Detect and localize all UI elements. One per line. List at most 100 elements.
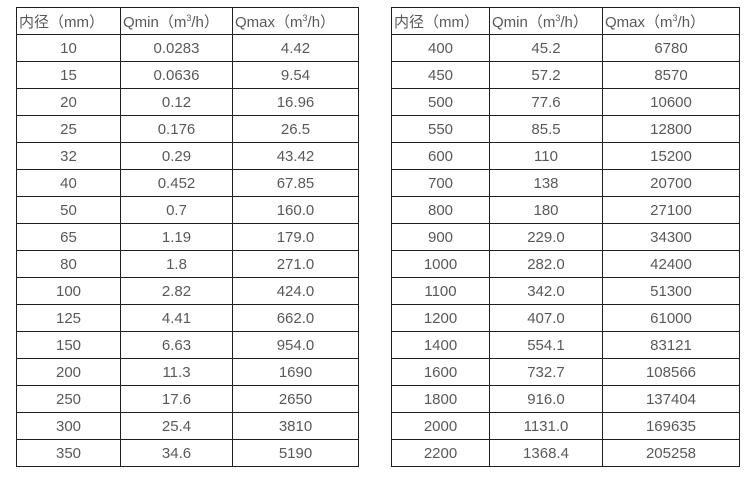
cell-diameter: 100 [16,277,121,305]
table-row: 1600 732.7 108566 [391,358,740,386]
cell-qmin: 0.176 [120,115,233,143]
table-row: 80 1.8 271.0 [16,250,359,278]
table-row: 600 110 15200 [391,142,740,170]
cell-qmin: 282.0 [489,250,603,278]
cell-diameter: 200 [16,358,121,386]
cell-qmax: 662.0 [232,304,359,332]
cell-qmax: 6780 [602,34,740,62]
table-row: 1100 342.0 51300 [391,277,740,305]
cell-diameter: 800 [391,196,490,224]
column-header-qmin: Qmin（m3/h） [489,7,603,35]
cell-qmax: 424.0 [232,277,359,305]
cell-qmax: 43.42 [232,142,359,170]
cell-diameter: 150 [16,331,121,359]
cell-diameter: 1400 [391,331,490,359]
cell-diameter: 900 [391,223,490,251]
cell-qmin: 0.0283 [120,34,233,62]
cell-qmax: 205258 [602,439,740,467]
table-row: 250 17.6 2650 [16,385,359,413]
cell-qmax: 3810 [232,412,359,440]
cell-qmin: 17.6 [120,385,233,413]
cell-qmax: 15200 [602,142,740,170]
cell-diameter: 80 [16,250,121,278]
cell-diameter: 300 [16,412,121,440]
cell-qmax: 4.42 [232,34,359,62]
header-row: 内径（mm） Qmin（m3/h） Qmax（m3/h） [391,7,740,35]
superscript-3: 3 [186,12,192,23]
table-row: 800 180 27100 [391,196,740,224]
cell-qmax: 16.96 [232,88,359,116]
cell-diameter: 2000 [391,412,490,440]
cell-diameter: 32 [16,142,121,170]
cell-qmax: 271.0 [232,250,359,278]
table-row: 125 4.41 662.0 [16,304,359,332]
cell-qmax: 61000 [602,304,740,332]
cell-qmin: 11.3 [120,358,233,386]
cell-qmin: 34.6 [120,439,233,467]
cell-qmin: 732.7 [489,358,603,386]
table-row: 700 138 20700 [391,169,740,197]
cell-qmax: 42400 [602,250,740,278]
table-row: 10 0.0283 4.42 [16,34,359,62]
cell-qmax: 51300 [602,277,740,305]
cell-diameter: 350 [16,439,121,467]
cell-diameter: 1100 [391,277,490,305]
cell-qmin: 77.6 [489,88,603,116]
cell-qmax: 9.54 [232,61,359,89]
cell-qmin: 45.2 [489,34,603,62]
table-row: 40 0.452 67.85 [16,169,359,197]
cell-qmin: 407.0 [489,304,603,332]
cell-qmax: 83121 [602,331,740,359]
cell-qmin: 4.41 [120,304,233,332]
column-header-qmin: Qmin（m3/h） [120,7,233,35]
cell-diameter: 20 [16,88,121,116]
cell-diameter: 1800 [391,385,490,413]
cell-qmin: 1368.4 [489,439,603,467]
cell-qmin: 0.29 [120,142,233,170]
cell-diameter: 15 [16,61,121,89]
column-header-diameter: 内径（mm） [16,7,121,35]
table-row: 25 0.176 26.5 [16,115,359,143]
cell-qmin: 138 [489,169,603,197]
flow-range-tables: 内径（mm） Qmin（m3/h） Qmax（m3/h） 10 0.0283 4.42 1… [16,7,740,467]
superscript-3: 3 [555,12,561,23]
table-row: 65 1.19 179.0 [16,223,359,251]
cell-qmax: 20700 [602,169,740,197]
cell-diameter: 1200 [391,304,490,332]
cell-qmax: 26.5 [232,115,359,143]
cell-qmax: 954.0 [232,331,359,359]
cell-qmax: 1690 [232,358,359,386]
cell-diameter: 1600 [391,358,490,386]
cell-diameter: 450 [391,61,490,89]
cell-qmin: 180 [489,196,603,224]
table-header: 内径（mm） Qmin（m3/h） Qmax（m3/h） [391,7,740,35]
table-row: 1400 554.1 83121 [391,331,740,359]
cell-diameter: 40 [16,169,121,197]
cell-qmin: 1.8 [120,250,233,278]
cell-qmax: 67.85 [232,169,359,197]
cell-diameter: 25 [16,115,121,143]
cell-qmax: 12800 [602,115,740,143]
cell-diameter: 10 [16,34,121,62]
cell-qmax: 169635 [602,412,740,440]
cell-qmin: 554.1 [489,331,603,359]
cell-qmin: 1131.0 [489,412,603,440]
table-row: 400 45.2 6780 [391,34,740,62]
table-row: 200 11.3 1690 [16,358,359,386]
cell-qmax: 108566 [602,358,740,386]
table-body: 400 45.2 6780 450 57.2 8570 500 77.6 10600 550 85.… [391,34,740,467]
column-header-qmax: Qmax（m3/h） [232,7,359,35]
cell-qmin: 85.5 [489,115,603,143]
header-row: 内径（mm） Qmin（m3/h） Qmax（m3/h） [16,7,359,35]
cell-diameter: 600 [391,142,490,170]
cell-diameter: 550 [391,115,490,143]
cell-qmin: 229.0 [489,223,603,251]
table-row: 20 0.12 16.96 [16,88,359,116]
cell-qmin: 916.0 [489,385,603,413]
table-row: 150 6.63 954.0 [16,331,359,359]
cell-qmax: 34300 [602,223,740,251]
cell-qmin: 0.7 [120,196,233,224]
column-header-diameter: 内径（mm） [391,7,490,35]
superscript-3: 3 [672,12,678,23]
table-row: 900 229.0 34300 [391,223,740,251]
